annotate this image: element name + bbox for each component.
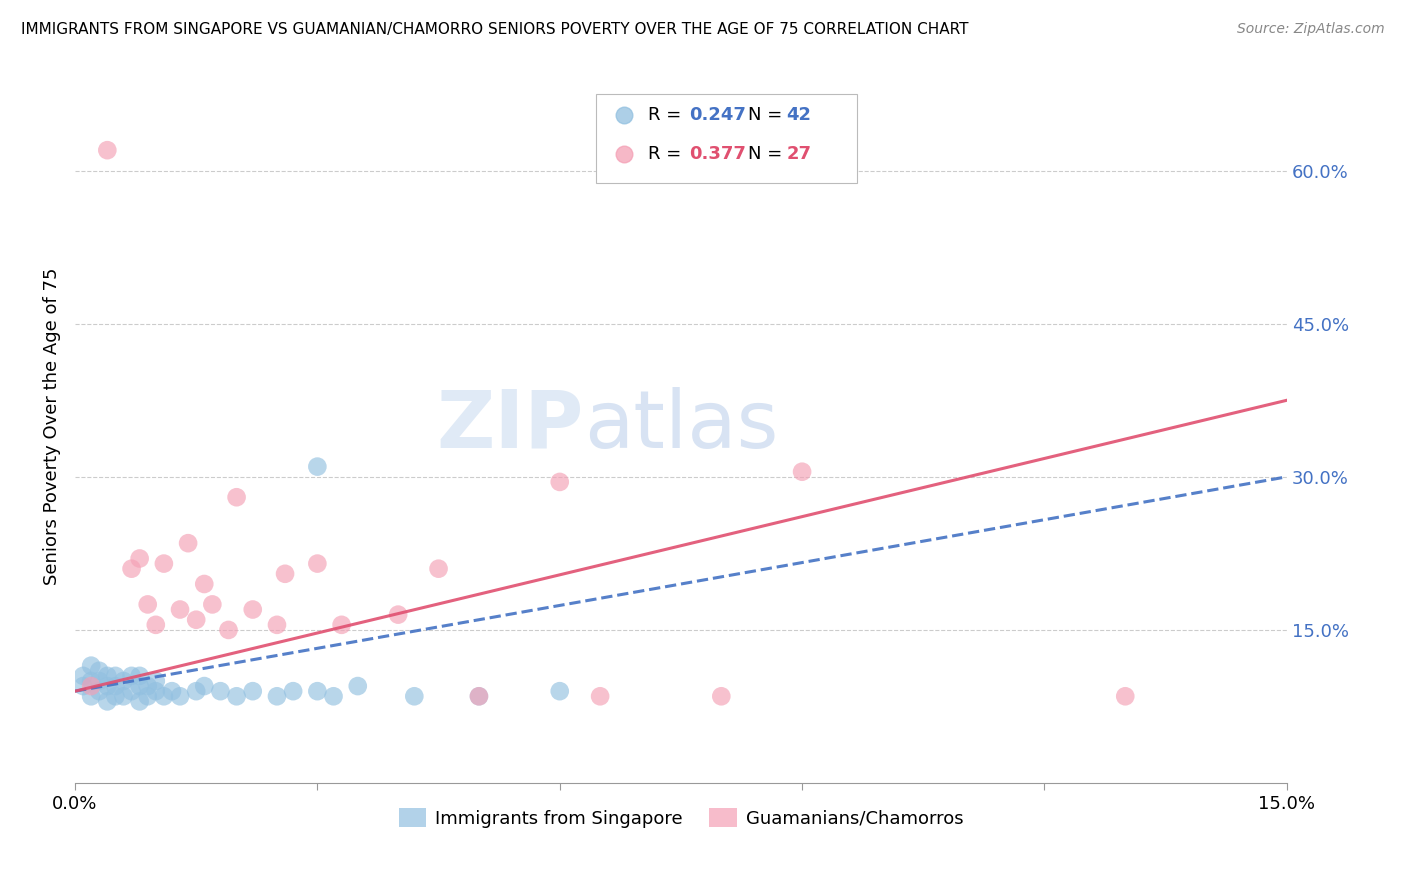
Legend: Immigrants from Singapore, Guamanians/Chamorros: Immigrants from Singapore, Guamanians/Ch… <box>391 801 970 835</box>
Point <box>89 673 111 688</box>
Point <box>72 679 94 693</box>
Point <box>121 562 143 576</box>
Point <box>193 577 215 591</box>
Text: Source: ZipAtlas.com: Source: ZipAtlas.com <box>1237 22 1385 37</box>
Point <box>307 557 329 571</box>
Point <box>136 679 159 693</box>
FancyBboxPatch shape <box>596 94 856 183</box>
Point <box>242 684 264 698</box>
Point <box>96 679 118 693</box>
Point <box>346 679 368 693</box>
Point <box>548 475 571 489</box>
Point <box>225 490 247 504</box>
Point <box>186 613 208 627</box>
Point <box>128 551 150 566</box>
Point <box>710 690 733 704</box>
Y-axis label: Seniors Poverty Over the Age of 75: Seniors Poverty Over the Age of 75 <box>44 267 60 584</box>
Text: 0.247: 0.247 <box>689 106 747 124</box>
Text: R =: R = <box>648 145 688 163</box>
Point <box>145 617 167 632</box>
Point <box>80 679 103 693</box>
Point <box>80 673 103 688</box>
Point <box>121 684 143 698</box>
Point <box>104 690 127 704</box>
Point <box>72 669 94 683</box>
Point <box>177 536 200 550</box>
Point <box>281 684 304 698</box>
Point <box>80 658 103 673</box>
Point <box>96 694 118 708</box>
Point <box>89 684 111 698</box>
Text: N =: N = <box>748 106 787 124</box>
Point <box>136 598 159 612</box>
Point <box>96 669 118 683</box>
Point <box>307 684 329 698</box>
Point <box>218 623 240 637</box>
Point <box>112 690 135 704</box>
Point <box>145 684 167 698</box>
Point <box>266 690 288 704</box>
Point <box>589 690 612 704</box>
Point <box>548 684 571 698</box>
Point <box>104 679 127 693</box>
Point <box>193 679 215 693</box>
Point <box>169 690 191 704</box>
Point <box>160 684 183 698</box>
Point <box>80 690 103 704</box>
Point <box>128 679 150 693</box>
Text: atlas: atlas <box>583 387 779 465</box>
Point <box>96 143 118 157</box>
Text: ZIP: ZIP <box>437 387 583 465</box>
Text: 42: 42 <box>786 106 811 124</box>
Point <box>322 690 344 704</box>
Point <box>427 562 450 576</box>
Text: 27: 27 <box>786 145 811 163</box>
Point <box>128 669 150 683</box>
Point <box>404 690 426 704</box>
Point <box>307 459 329 474</box>
Point <box>209 684 232 698</box>
Point <box>112 673 135 688</box>
Point <box>1114 690 1136 704</box>
Point <box>242 602 264 616</box>
Point <box>145 673 167 688</box>
Point <box>387 607 409 622</box>
Point <box>330 617 353 632</box>
Point <box>169 602 191 616</box>
Point <box>89 664 111 678</box>
Text: 0.377: 0.377 <box>689 145 747 163</box>
Text: R =: R = <box>648 106 688 124</box>
Point <box>136 690 159 704</box>
Point <box>128 694 150 708</box>
Text: N =: N = <box>748 145 787 163</box>
Point <box>186 684 208 698</box>
Point <box>790 465 813 479</box>
Point <box>468 690 491 704</box>
Point <box>104 669 127 683</box>
Point <box>274 566 297 581</box>
Point <box>468 690 491 704</box>
Point <box>225 690 247 704</box>
Point <box>121 669 143 683</box>
Point <box>153 557 176 571</box>
Point <box>201 598 224 612</box>
Text: IMMIGRANTS FROM SINGAPORE VS GUAMANIAN/CHAMORRO SENIORS POVERTY OVER THE AGE OF : IMMIGRANTS FROM SINGAPORE VS GUAMANIAN/C… <box>21 22 969 37</box>
Point <box>266 617 288 632</box>
Point <box>153 690 176 704</box>
